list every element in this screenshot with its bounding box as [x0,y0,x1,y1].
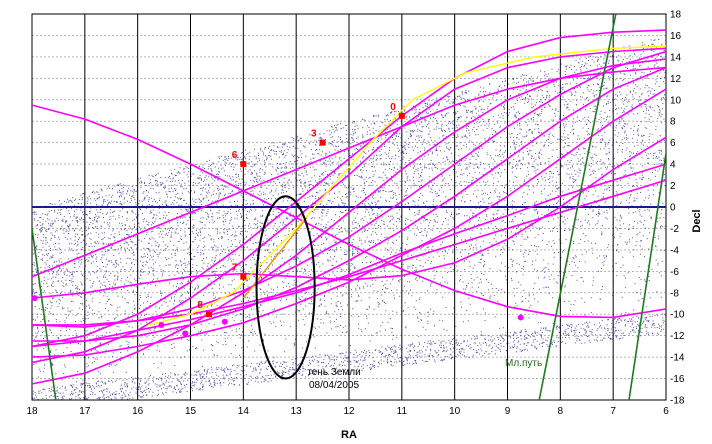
earth-shadow [255,195,316,380]
orbit-marker [158,321,165,328]
x-tick-label: 15 [185,406,197,417]
position-label: 0 [390,102,396,113]
x-tick-label: 7 [610,406,616,417]
milky-way-line [628,153,666,400]
orbit-markers [31,295,524,337]
y-tick-label: 0 [670,203,676,214]
earth-shadow-label-line2: 08/04/2005 [309,380,359,391]
orbit-marker [31,295,38,302]
y-tick-label: 2 [670,181,676,192]
y-tick-label: 10 [670,95,682,106]
position-label: 3 [311,129,317,140]
x-tick-label: 13 [291,406,303,417]
position-markers: 0 3 6 7 8 [197,102,405,318]
track-line [242,217,308,299]
x-tick-label: 18 [26,406,38,417]
x-tick-label: 8 [558,406,564,417]
position-label: 6 [232,150,238,161]
y-tick-label: 16 [670,31,682,42]
ecliptic-line [148,45,666,326]
y-tick-label: 8 [670,117,676,128]
orbit-curve [32,104,666,319]
y-tick-label: -6 [670,267,679,278]
y-tick-labels: -18 -16 -14 -12 -10 -8 -6 -4 -2 0 2 4 6 8 10 12 14 16 18 [670,10,685,407]
milky-way-line [32,228,57,400]
earth-shadow-ellipse [255,195,316,380]
orbit-curve [32,136,666,299]
orbit-curves [32,29,666,385]
x-tick-labels: 18 17 16 15 14 13 12 11 10 9 8 7 6 [26,406,669,417]
earth-shadow-label-line1: тень Земли [307,367,360,378]
y-tick-label: -4 [670,245,679,256]
position-marker [205,311,212,318]
position-marker [240,273,247,280]
y-tick-label: 18 [670,10,682,21]
ecliptic-path [148,45,666,326]
x-tick-label: 10 [449,406,461,417]
y-tick-label: -18 [670,396,685,407]
y-tick-label: -2 [670,224,679,235]
x-tick-label: 11 [397,406,408,417]
orbit-curve [32,88,666,358]
orbit-curve [32,163,666,348]
position-marker [319,139,326,146]
milky-way-label: Мл.путь [505,358,542,369]
y-tick-label: 14 [670,52,682,63]
orbit-marker [517,314,524,321]
y-tick-label: -16 [670,374,685,385]
y-tick-label: -14 [670,353,685,364]
x-axis-title: RA [341,429,357,441]
position-label: 8 [197,300,203,311]
position-label: 7 [232,263,238,274]
x-tick-label: 9 [505,406,511,417]
x-tick-label: 12 [343,406,355,417]
orbit-marker [221,318,228,325]
y-tick-label: 4 [670,160,676,171]
x-tick-label: 6 [663,406,669,417]
orbit-curve [32,29,666,348]
orbit-curve [32,66,666,278]
y-tick-label: 12 [670,74,682,85]
x-tick-label: 14 [238,406,250,417]
x-tick-label: 16 [132,406,144,417]
position-marker [398,112,405,119]
x-tick-label: 17 [79,406,91,417]
milky-way-lines [32,14,666,400]
position-marker [240,161,247,168]
orbit-marker [182,330,189,337]
orbit-curve [32,66,666,342]
y-tick-label: -12 [670,331,685,342]
y-tick-label: -10 [670,310,685,321]
y-tick-label: 6 [670,138,676,149]
y-axis-title: Decl [691,209,703,232]
y-tick-label: -8 [670,288,679,299]
milky-way-line [538,14,617,400]
orbit-curve [32,179,666,326]
